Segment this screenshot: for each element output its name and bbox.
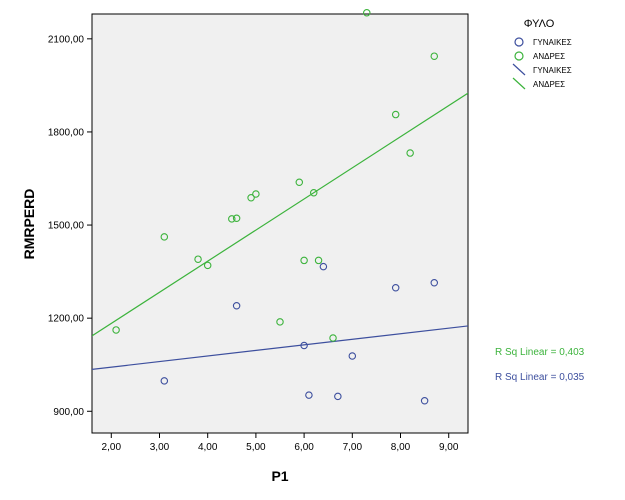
y-tick-label: 2100,00 <box>48 34 85 45</box>
data-point-series-1 <box>112 326 120 334</box>
legend-marker-circle <box>514 37 524 47</box>
data-point-series-0 <box>305 391 313 399</box>
r-squared-labels: R Sq Linear = 0,403 R Sq Linear = 0,035 <box>495 347 585 383</box>
legend-marker-line <box>512 77 526 90</box>
x-tick-label: 8,00 <box>391 442 411 453</box>
data-point-series-0 <box>348 352 357 360</box>
data-point-series-0 <box>391 283 400 292</box>
data-point-series-1 <box>363 9 371 17</box>
y-tick-label: 1500,00 <box>48 221 85 232</box>
x-tick-label: 7,00 <box>343 442 363 453</box>
data-point-series-1 <box>203 261 212 270</box>
data-point-series-1 <box>300 256 308 265</box>
data-point-series-0 <box>430 279 439 287</box>
data-point-series-1 <box>160 233 169 241</box>
data-point-series-1 <box>247 193 255 202</box>
y-tick-label: 900,00 <box>53 407 84 418</box>
data-point-series-1 <box>314 256 323 265</box>
legend-entry-label: ΑΝΔΡΕΣ <box>533 80 565 89</box>
x-axis: 2,00 3,00 4,00 5,00 6,00 7,00 8,00 9,00 <box>102 433 459 453</box>
data-point-series-1 <box>228 215 236 223</box>
data-point-series-1 <box>194 255 202 263</box>
legend-marker-circle <box>514 51 524 61</box>
data-point-series-0 <box>334 392 342 401</box>
legend-entry-label: ΓΥΝΑΙΚΕΣ <box>533 66 572 75</box>
legend-entry-label: ΑΝΔΡΕΣ <box>533 52 565 61</box>
x-tick-label: 4,00 <box>198 442 218 453</box>
y-tick-label: 1200,00 <box>48 314 85 325</box>
legend-title: ΦΥΛΟ <box>524 18 555 30</box>
y-axis: 900,00 1200,00 1500,00 1800,00 2100,00 <box>48 34 92 418</box>
data-point-series-1 <box>430 52 439 60</box>
data-point-series-1 <box>406 149 414 157</box>
data-point-series-0 <box>420 396 429 405</box>
data-point-series-0 <box>160 377 169 385</box>
legend-marker-line <box>512 63 526 76</box>
data-point-series-1 <box>295 178 304 186</box>
r-squared-label-series-0: R Sq Linear = 0,035 <box>495 372 585 383</box>
data-point-series-0 <box>319 262 328 271</box>
data-point-series-1 <box>391 110 400 119</box>
data-point-series-0 <box>232 301 241 310</box>
x-tick-label: 6,00 <box>294 442 314 453</box>
fit-line-series-0 <box>92 325 468 370</box>
y-tick-label: 1800,00 <box>48 127 85 138</box>
plot-area <box>91 13 469 434</box>
data-point-series-0 <box>300 341 308 350</box>
data-point-series-1 <box>252 190 260 198</box>
y-axis-title: RMRPERD <box>21 189 37 260</box>
data-point-series-1 <box>232 214 241 222</box>
legend-entry-label: ΓΥΝΑΙΚΕΣ <box>533 38 572 47</box>
data-point-series-1 <box>329 334 337 342</box>
x-tick-label: 2,00 <box>102 442 122 453</box>
data-point-series-1 <box>309 189 318 197</box>
data-point-series-1 <box>276 318 284 326</box>
x-tick-label: 5,00 <box>246 442 266 453</box>
fit-line-series-1 <box>92 92 468 337</box>
r-squared-label-series-1: R Sq Linear = 0,403 <box>495 347 585 358</box>
x-axis-title: P1 <box>271 468 288 484</box>
x-tick-label: 3,00 <box>150 442 170 453</box>
legend: ΦΥΛΟ ΓΥΝΑΙΚΕΣ ΑΝΔΡΕΣ ΓΥΝΑΙΚΕΣ ΑΝΔΡΕΣ <box>512 18 572 90</box>
x-tick-label: 9,00 <box>439 442 459 453</box>
